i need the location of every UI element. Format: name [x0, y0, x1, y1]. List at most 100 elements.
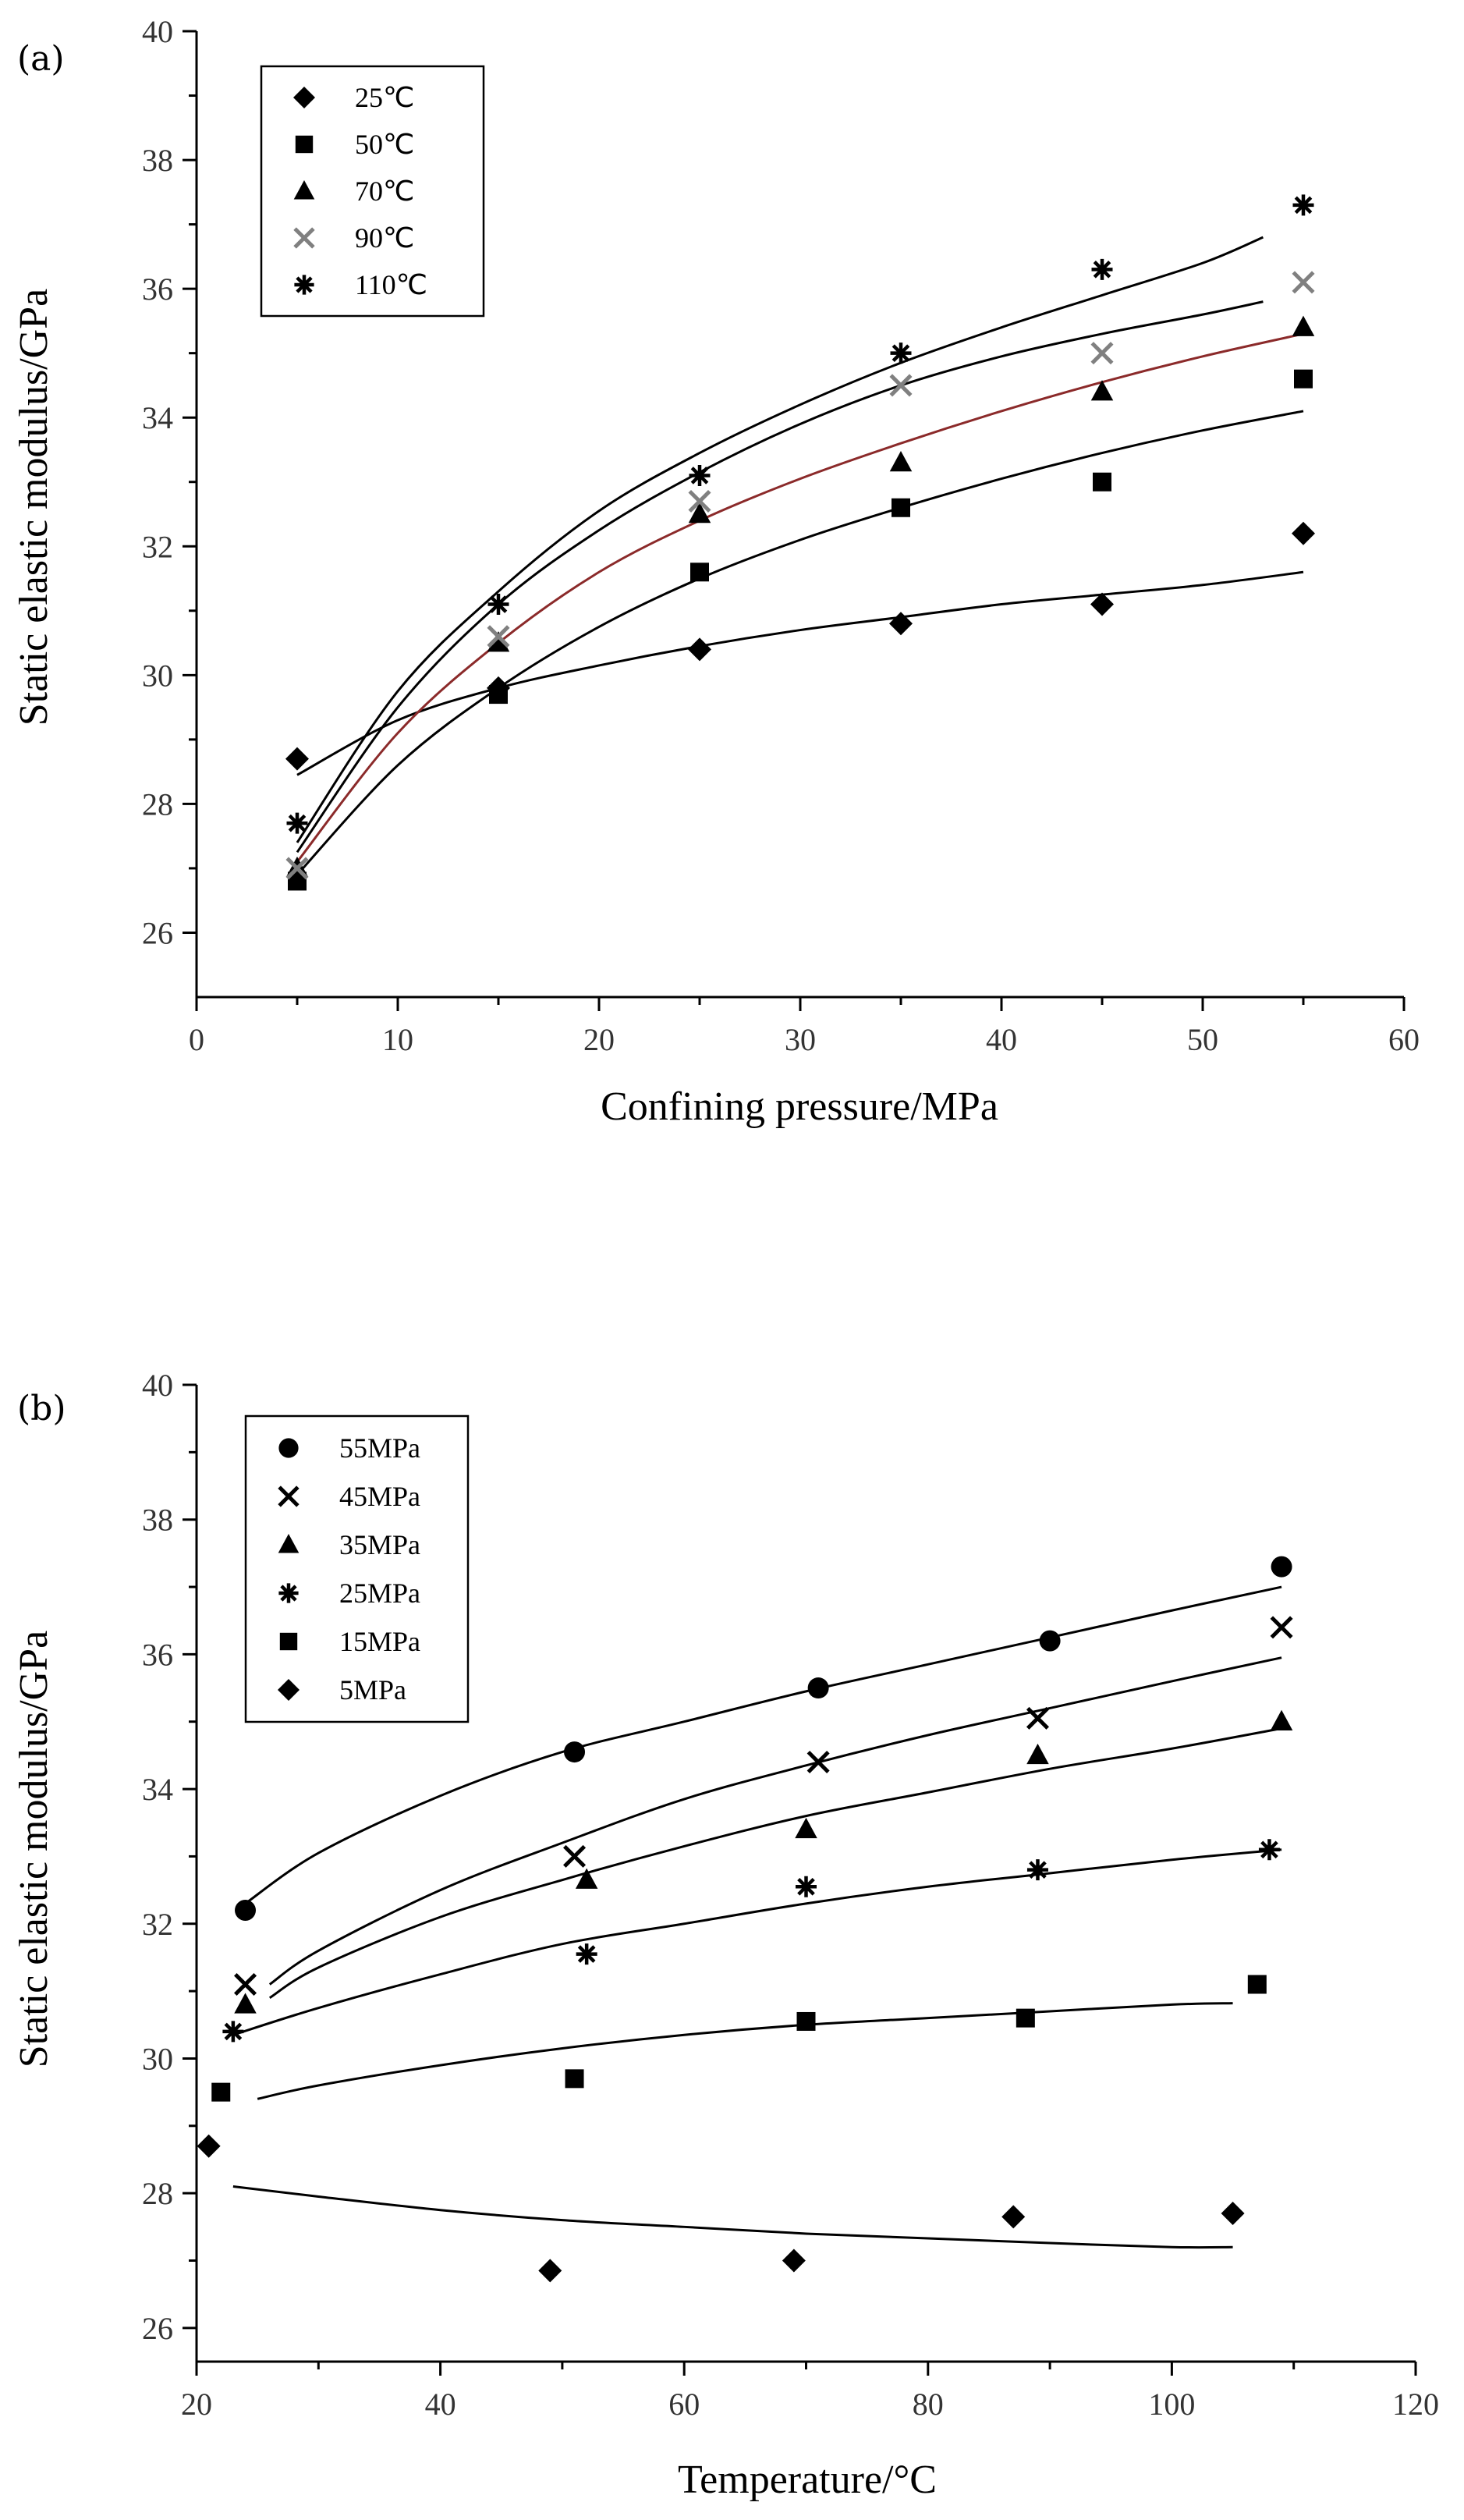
legend-marker-110℃: [294, 275, 314, 295]
legend-label: 45MPa: [339, 1481, 420, 1512]
fit-curve-35MPa: [268, 1727, 1282, 2000]
legend-label: 90℃: [355, 222, 414, 254]
data-point-90℃: [688, 489, 711, 513]
y-tick-label: 38: [142, 1503, 173, 1538]
y-tick-label: 36: [142, 272, 173, 307]
legend-marker-35MPa: [278, 1534, 300, 1553]
legend-marker-5MPa: [278, 1679, 300, 1701]
fit-curve-110℃: [296, 236, 1264, 843]
fit-curve-50℃: [296, 410, 1304, 876]
x-tick-label: 20: [583, 1022, 615, 1057]
data-point-110℃: [890, 343, 912, 364]
y-tick-label: 34: [142, 400, 173, 435]
x-tick-label: 40: [986, 1022, 1017, 1057]
data-point-35MPa: [1270, 1709, 1293, 1730]
data-point-25MPa: [1026, 1859, 1048, 1881]
data-point-50℃: [489, 685, 508, 705]
fit-curve-25MPa: [232, 1848, 1282, 2036]
data-point-5MPa: [197, 2134, 221, 2158]
x-tick-label: 60: [1388, 1022, 1420, 1057]
legend-label: 110℃: [355, 269, 427, 300]
panel-b-axes: 20 40 60 80 100 120 26 28 30 32 34 36 38 40: [142, 1368, 1439, 2422]
y-tick-label: 38: [142, 143, 173, 178]
fit-curve-25℃: [296, 570, 1304, 776]
data-point-50℃: [1093, 472, 1111, 492]
data-point-25℃: [1292, 521, 1315, 545]
data-point-45MPa: [806, 1751, 830, 1774]
legend-label: 5MPa: [339, 1674, 406, 1705]
data-point-50℃: [690, 563, 709, 582]
data-point-110℃: [689, 464, 711, 486]
data-point-70℃: [1292, 315, 1315, 336]
y-tick-label: 32: [142, 1907, 173, 1942]
data-point-55MPa: [1039, 1630, 1061, 1652]
fit-curve-45MPa: [268, 1656, 1282, 1986]
legend-label: 55MPa: [339, 1432, 420, 1464]
legend-label: 50℃: [355, 129, 414, 160]
panel-b-legend: 55MPa 45MPa 35MPa 25MPa 15MPa 5MPa: [244, 1414, 470, 1723]
data-point-15MPa: [211, 2082, 231, 2102]
data-point-90℃: [1292, 271, 1315, 294]
data-point-15MPa: [1247, 1975, 1267, 1994]
panel-b-data-points: [197, 1556, 1293, 2283]
x-tick-label: 40: [425, 2387, 456, 2422]
y-tick-label: 26: [142, 2311, 173, 2346]
data-point-35MPa: [575, 1868, 598, 1889]
legend-label: 25℃: [355, 82, 414, 113]
panel-a-legend: 25℃ 50℃ 70℃ 90℃ 110℃: [260, 65, 485, 318]
data-point-70℃: [1090, 380, 1114, 401]
y-tick-label: 28: [142, 2176, 173, 2211]
data-point-25MPa: [1258, 1839, 1280, 1861]
panel-a-data-points: [285, 194, 1315, 891]
data-point-110℃: [487, 594, 509, 616]
data-point-110℃: [286, 812, 308, 834]
data-point-45MPa: [1270, 1616, 1293, 1639]
panel-b-label: (b): [17, 1389, 66, 1429]
data-point-90℃: [285, 857, 309, 880]
data-point-25MPa: [796, 1876, 817, 1897]
data-point-25MPa: [576, 1943, 597, 1965]
data-point-70℃: [487, 631, 510, 652]
data-point-35MPa: [795, 1817, 817, 1839]
data-point-15MPa: [565, 2069, 584, 2089]
fit-curve-90℃: [296, 300, 1264, 854]
panel-a-fit-curves: [296, 236, 1304, 876]
x-tick-label: 50: [1187, 1022, 1218, 1057]
legend-marker-15MPa: [279, 1632, 298, 1651]
data-point-5MPa: [1001, 2205, 1026, 2229]
data-point-15MPa: [796, 2011, 816, 2031]
panel-a-label: (a): [17, 39, 65, 79]
x-tick-label: 100: [1148, 2387, 1195, 2422]
data-point-50℃: [1294, 369, 1313, 389]
data-point-35MPa: [234, 1993, 257, 2014]
legend-marker-70℃: [293, 180, 315, 200]
legend-marker-25MPa: [278, 1583, 299, 1603]
fit-curve-5MPa: [232, 2185, 1233, 2249]
data-point-5MPa: [538, 2259, 562, 2283]
y-tick-label: 40: [142, 1368, 173, 1403]
data-point-25℃: [1090, 592, 1114, 616]
data-point-45MPa: [563, 1844, 587, 1868]
legend-label: 25MPa: [339, 1578, 420, 1609]
chart-panel-a: (a) 0 10 20 30 40 50 60 26 28 30 32 34 36 38 40 Confin…: [12, 14, 1420, 1129]
y-tick-label: 40: [142, 14, 173, 49]
x-tick-label: 0: [189, 1022, 204, 1057]
legend-label: 35MPa: [339, 1529, 420, 1560]
data-point-70℃: [889, 450, 913, 472]
x-tick-label: 80: [913, 2387, 944, 2422]
panel-b-x-axis-title: Temperature/°C: [678, 2458, 937, 2502]
data-point-110℃: [1091, 258, 1113, 280]
data-point-90℃: [487, 625, 510, 648]
panel-a-x-axis-title: Confining pressure/MPa: [601, 1084, 998, 1129]
legend-marker-50℃: [295, 135, 314, 154]
data-point-55MPa: [807, 1677, 829, 1699]
data-point-50℃: [892, 498, 910, 517]
panel-a-y-axis-title: Static elastic modulus/GPa: [12, 289, 56, 726]
y-tick-label: 30: [142, 658, 173, 693]
data-point-90℃: [889, 374, 913, 397]
data-point-55MPa: [235, 1899, 257, 1921]
data-point-15MPa: [1016, 2008, 1035, 2028]
data-point-45MPa: [234, 1972, 257, 1996]
data-point-5MPa: [782, 2248, 806, 2273]
